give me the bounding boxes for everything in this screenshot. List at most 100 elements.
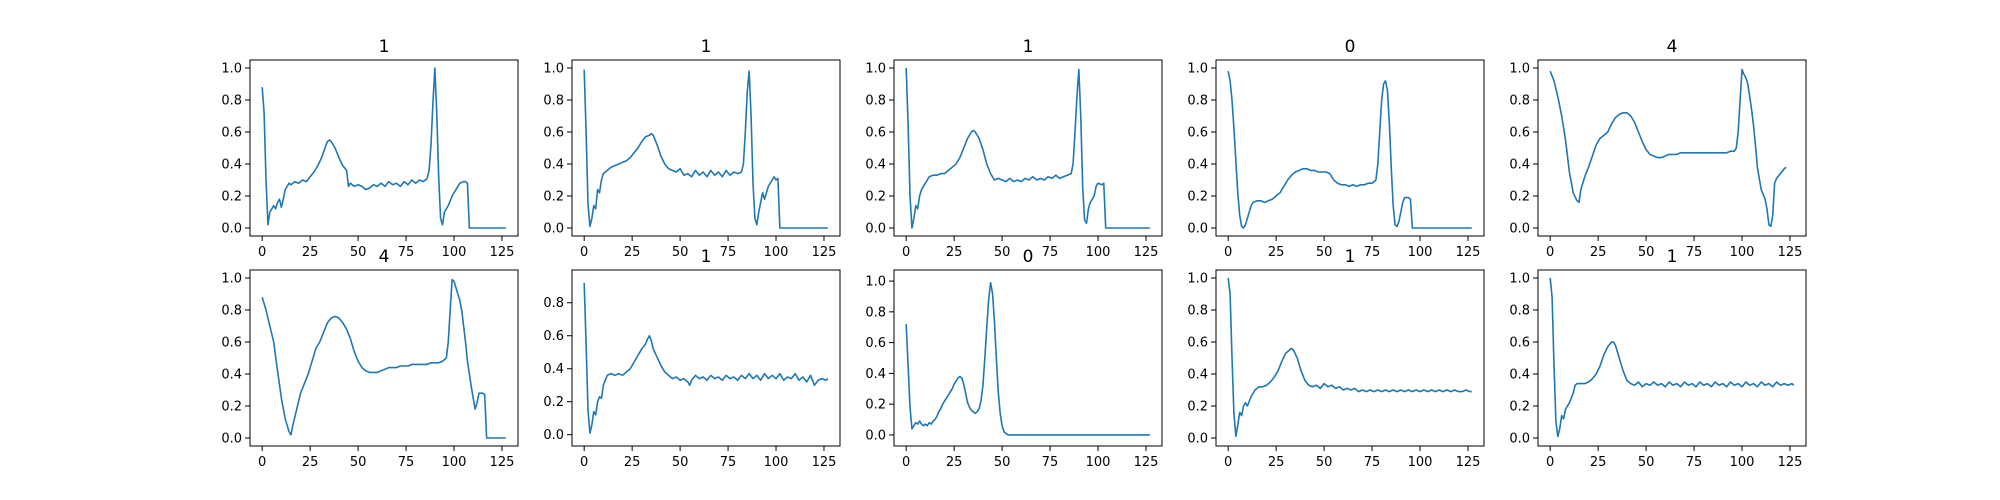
- y-tick-label: 0.6: [543, 329, 564, 344]
- x-tick-label: 100: [1086, 455, 1111, 470]
- series-line: [583, 69, 828, 229]
- subplot-1: 1 0 25 50 75 100 125 0.0 0.2 0.4 0.6 0.8 1.0: [221, 37, 519, 260]
- y-tick-label: 0.4: [1509, 158, 1530, 173]
- y-tick-label: 0.2: [221, 190, 242, 205]
- x-tick-label: 125: [1456, 455, 1481, 470]
- x-tick-label: 100: [1086, 245, 1111, 260]
- y-tick-label: 0.6: [221, 336, 242, 351]
- subplot-title: 4: [379, 247, 390, 267]
- subplot-4: 0 0 25 50 75 100 125 0.0 0.2 0.4 0.6 0.8 1.0: [1187, 37, 1485, 260]
- y-tick-label: 1.0: [1509, 62, 1530, 77]
- x-tick-label: 100: [764, 455, 789, 470]
- x-tick-label: 50: [350, 455, 367, 470]
- x-tick-label: 100: [1408, 455, 1433, 470]
- y-tick-label: 0.4: [221, 158, 242, 173]
- subplot-title: 1: [701, 247, 712, 267]
- x-tick-label: 125: [1134, 455, 1159, 470]
- x-tick-label: 0: [1546, 455, 1554, 470]
- y-tick-label: 0.2: [543, 190, 564, 205]
- y-tick-label: 0.6: [1187, 126, 1208, 141]
- y-tick-label: 0.8: [1187, 304, 1208, 319]
- y-tick-label: 0.0: [543, 222, 564, 237]
- y-tick-label: 0.4: [865, 367, 886, 382]
- series-line: [261, 67, 506, 229]
- y-tick-label: 0.4: [1509, 368, 1530, 383]
- y-tick-label: 0.2: [865, 190, 886, 205]
- x-tick-label: 25: [1590, 455, 1607, 470]
- axes-frame: [893, 59, 1163, 237]
- x-tick-label: 0: [258, 245, 266, 260]
- y-tick-label: 1.0: [865, 62, 886, 77]
- y-tick-label: 0.6: [865, 336, 886, 351]
- axes-frame: [893, 269, 1163, 447]
- subplot-8: 0 0 25 50 75 100 125 0.0 0.2 0.4 0.6 0.8 1.0: [865, 247, 1163, 470]
- x-tick-label: 125: [1778, 455, 1803, 470]
- y-tick-label: 0.0: [1187, 432, 1208, 447]
- x-tick-label: 25: [624, 245, 641, 260]
- y-tick-label: 1.0: [865, 275, 886, 290]
- y-tick-label: 0.4: [543, 362, 564, 377]
- y-tick-label: 0.8: [1187, 94, 1208, 109]
- y-tick-label: 0.4: [865, 158, 886, 173]
- x-tick-label: 100: [1730, 245, 1755, 260]
- y-tick-label: 0.2: [221, 400, 242, 415]
- y-tick-label: 0.0: [543, 428, 564, 443]
- y-tick-label: 0.8: [1509, 94, 1530, 109]
- x-tick-label: 75: [720, 455, 737, 470]
- subplot-9: 1 0 25 50 75 100 125 0.0 0.2 0.4 0.6 0.8 1.0: [1187, 247, 1485, 470]
- x-tick-label: 100: [764, 245, 789, 260]
- x-tick-label: 100: [1408, 245, 1433, 260]
- x-tick-label: 50: [994, 455, 1011, 470]
- y-tick-label: 0.6: [1509, 336, 1530, 351]
- subplot-5: 4 0 25 50 75 100 125 0.0 0.2 0.4 0.6 0.8 1.0: [1509, 37, 1807, 260]
- series-line: [905, 281, 1150, 436]
- axes-frame: [249, 59, 519, 237]
- y-tick-label: 0.0: [221, 222, 242, 237]
- x-tick-label: 25: [1590, 245, 1607, 260]
- subplot-3: 1 0 25 50 75 100 125 0.0 0.2 0.4 0.6 0.8 1.0: [865, 37, 1163, 260]
- y-tick-label: 1.0: [1509, 272, 1530, 287]
- x-tick-label: 75: [1686, 245, 1703, 260]
- x-tick-label: 100: [442, 245, 467, 260]
- y-tick-label: 0.0: [865, 222, 886, 237]
- subplot-title: 4: [1667, 37, 1678, 57]
- x-tick-label: 100: [442, 455, 467, 470]
- y-tick-label: 0.8: [865, 305, 886, 320]
- x-tick-label: 50: [1316, 455, 1333, 470]
- y-tick-label: 0.8: [221, 304, 242, 319]
- x-tick-label: 0: [258, 455, 266, 470]
- x-tick-label: 75: [1364, 245, 1381, 260]
- x-tick-label: 0: [580, 245, 588, 260]
- x-tick-label: 25: [1268, 455, 1285, 470]
- y-tick-label: 0.4: [1187, 368, 1208, 383]
- series-line: [261, 278, 506, 439]
- x-tick-label: 75: [1364, 455, 1381, 470]
- series-line: [1549, 68, 1787, 228]
- x-tick-label: 25: [302, 245, 319, 260]
- x-tick-label: 0: [1224, 455, 1232, 470]
- y-tick-label: 0.2: [1509, 400, 1530, 415]
- subplot-10: 1 0 25 50 75 100 125 0.0 0.2 0.4 0.6 0.8 1.0: [1509, 247, 1807, 470]
- axes-frame: [571, 269, 841, 447]
- x-tick-label: 125: [1456, 245, 1481, 260]
- series-line: [1549, 277, 1795, 438]
- y-tick-label: 0.6: [1509, 126, 1530, 141]
- x-tick-label: 125: [1134, 245, 1159, 260]
- x-tick-label: 50: [1638, 245, 1655, 260]
- subplot-title: 1: [379, 37, 390, 57]
- y-tick-label: 0.8: [865, 94, 886, 109]
- y-tick-label: 0.6: [543, 126, 564, 141]
- x-tick-label: 0: [1224, 245, 1232, 260]
- x-tick-label: 75: [720, 245, 737, 260]
- axes-frame: [1215, 269, 1485, 447]
- axes-frame: [249, 269, 519, 447]
- subplot-title: 1: [1667, 247, 1678, 267]
- series-line: [583, 282, 829, 434]
- x-tick-label: 25: [624, 455, 641, 470]
- y-tick-label: 1.0: [1187, 62, 1208, 77]
- x-tick-label: 50: [994, 245, 1011, 260]
- x-tick-label: 75: [1686, 455, 1703, 470]
- y-tick-label: 0.0: [865, 428, 886, 443]
- x-tick-label: 25: [946, 245, 963, 260]
- x-tick-label: 125: [812, 455, 837, 470]
